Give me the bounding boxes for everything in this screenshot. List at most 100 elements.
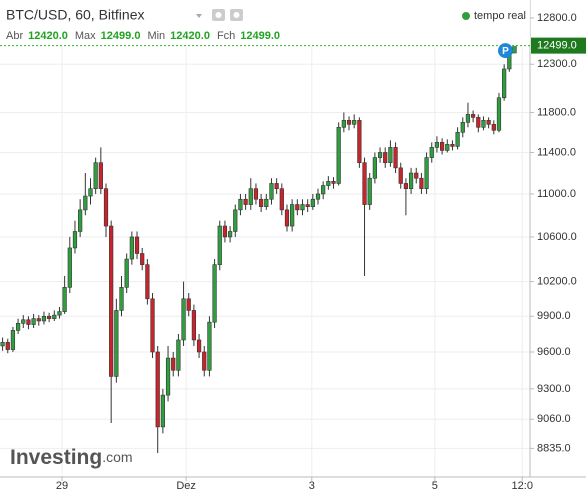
candle-body bbox=[134, 236, 140, 254]
candle-body bbox=[429, 147, 434, 158]
candle-body bbox=[486, 120, 491, 125]
candle-body bbox=[502, 68, 507, 99]
x-tick-label: 5 bbox=[432, 480, 438, 492]
candle-body bbox=[512, 45, 517, 54]
candle-body bbox=[217, 225, 222, 265]
candle-body bbox=[465, 114, 471, 123]
candle-body bbox=[222, 225, 228, 238]
candle-body bbox=[439, 142, 445, 151]
candle-body bbox=[496, 97, 502, 131]
ohlc-bar: Abr 12420.0 Max 12499.0 Min 12420.0 Fch 12499.0 bbox=[6, 30, 280, 42]
candle-body bbox=[383, 152, 388, 164]
candle-body bbox=[450, 144, 455, 147]
y-tick-label: 10200.0 bbox=[537, 276, 577, 288]
candle-body bbox=[124, 258, 129, 288]
candle-body bbox=[279, 188, 284, 211]
y-tick-label: 9900.0 bbox=[537, 310, 571, 322]
ohlc-label: Max bbox=[75, 30, 96, 42]
candle-body bbox=[424, 157, 429, 189]
candle-body bbox=[341, 120, 346, 128]
candle-body bbox=[41, 315, 47, 322]
candle-body bbox=[212, 264, 217, 323]
candle-body bbox=[305, 204, 310, 207]
candle-body bbox=[160, 394, 165, 428]
candle-body bbox=[114, 310, 119, 377]
candle-body bbox=[202, 351, 207, 371]
candle-body bbox=[10, 330, 16, 350]
plot bbox=[0, 45, 517, 454]
realtime-label: tempo real bbox=[474, 10, 526, 22]
candle-body bbox=[98, 162, 103, 189]
candle-body bbox=[321, 185, 326, 195]
dropdown-icon[interactable] bbox=[196, 14, 202, 18]
y-tick-label: 11800.0 bbox=[537, 106, 576, 118]
ohlc-value: 12420.0 bbox=[170, 30, 210, 42]
y-tick-label: 9300.0 bbox=[537, 383, 571, 395]
candle-body bbox=[21, 319, 26, 324]
y-tick-label: 12300.0 bbox=[537, 58, 577, 70]
y-tick-label: 10600.0 bbox=[537, 231, 577, 243]
candle-body bbox=[393, 147, 398, 169]
logo-suffix: .com bbox=[102, 449, 132, 465]
ohlc-value: 12499.0 bbox=[240, 30, 280, 42]
settings-gear bbox=[233, 12, 240, 18]
candle-body bbox=[481, 120, 486, 128]
candle-body bbox=[145, 264, 150, 300]
y-tick-label: 11400.0 bbox=[537, 146, 576, 158]
candle-body bbox=[52, 314, 57, 319]
candle-body bbox=[238, 198, 243, 211]
candle-body bbox=[300, 204, 305, 211]
x-tick-label: Dez bbox=[176, 480, 196, 492]
chart-title: BTC/USD, 60, Bitfinex bbox=[6, 7, 145, 23]
candle-body bbox=[36, 318, 41, 322]
header-bg bbox=[0, 0, 530, 46]
camera-lens bbox=[215, 12, 222, 18]
candle-body bbox=[26, 319, 31, 325]
candle-body bbox=[0, 342, 5, 347]
candle-body bbox=[109, 225, 114, 377]
candle-body bbox=[57, 311, 62, 316]
candle-body bbox=[171, 357, 176, 371]
candle-body bbox=[367, 177, 372, 205]
candle-body bbox=[83, 195, 88, 211]
price-tag-label: 12499.0 bbox=[537, 40, 577, 52]
candle-body bbox=[269, 183, 274, 200]
y-tick-label: 11000.0 bbox=[537, 188, 576, 200]
candle-body bbox=[186, 298, 191, 311]
candle-body bbox=[491, 124, 496, 131]
candle-body bbox=[388, 147, 393, 164]
candle-body bbox=[445, 144, 450, 151]
candle-body bbox=[253, 188, 259, 200]
candle-body bbox=[119, 287, 124, 311]
candle-body bbox=[372, 157, 377, 179]
logo-name: Investing bbox=[10, 446, 102, 469]
ohlc-label: Abr bbox=[6, 30, 23, 42]
y-tick-label: 8835.0 bbox=[537, 442, 571, 454]
candle-body bbox=[88, 188, 93, 197]
y-tick-label: 12800.0 bbox=[537, 12, 577, 24]
realtime-dot bbox=[462, 12, 470, 20]
candle-body bbox=[434, 142, 440, 148]
candle-body bbox=[460, 122, 465, 133]
candle-body bbox=[264, 198, 269, 207]
ohlc-label: Min bbox=[147, 30, 165, 42]
candle-body bbox=[155, 351, 160, 428]
candle-body bbox=[181, 298, 186, 341]
price-tag bbox=[531, 37, 586, 54]
candle-body bbox=[15, 323, 21, 331]
candle-body bbox=[346, 120, 352, 125]
marker bbox=[497, 43, 513, 59]
x-tick-label: 29 bbox=[56, 480, 68, 492]
candle-body bbox=[196, 339, 202, 353]
candle-body bbox=[284, 209, 290, 227]
candle-body bbox=[165, 357, 171, 396]
grid bbox=[0, 0, 530, 477]
candle-body bbox=[419, 177, 424, 189]
candle-body bbox=[290, 204, 295, 227]
candle-body bbox=[150, 298, 155, 353]
candle-body bbox=[72, 231, 78, 249]
candle-body bbox=[129, 236, 134, 260]
candle-body bbox=[93, 162, 98, 189]
